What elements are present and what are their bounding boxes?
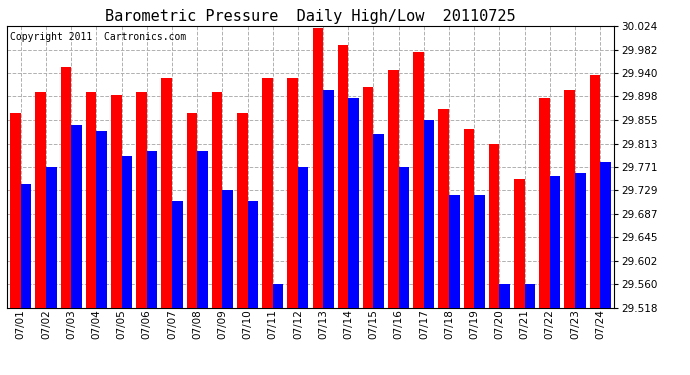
Bar xyxy=(564,90,575,308)
Bar xyxy=(388,70,399,308)
Bar xyxy=(464,129,474,308)
Bar xyxy=(514,178,524,308)
Bar xyxy=(147,151,157,308)
Bar xyxy=(590,75,600,308)
Bar xyxy=(273,284,284,308)
Bar xyxy=(186,113,197,308)
Bar xyxy=(373,134,384,308)
Bar xyxy=(111,95,121,308)
Bar xyxy=(474,195,485,308)
Bar xyxy=(121,156,132,308)
Bar xyxy=(489,144,500,308)
Bar xyxy=(237,113,248,308)
Bar xyxy=(399,167,409,308)
Bar xyxy=(86,92,97,308)
Bar xyxy=(222,190,233,308)
Bar xyxy=(438,109,449,307)
Bar xyxy=(172,201,183,308)
Bar xyxy=(248,201,258,308)
Bar xyxy=(46,167,57,308)
Bar xyxy=(298,167,308,308)
Bar xyxy=(337,45,348,308)
Bar xyxy=(161,78,172,308)
Bar xyxy=(449,195,460,308)
Bar xyxy=(363,87,373,308)
Bar xyxy=(262,78,273,308)
Bar xyxy=(212,92,222,308)
Bar xyxy=(348,98,359,308)
Bar xyxy=(323,90,334,308)
Bar xyxy=(10,113,21,308)
Bar xyxy=(500,284,510,308)
Bar xyxy=(600,162,611,308)
Bar xyxy=(524,284,535,308)
Bar xyxy=(287,78,298,308)
Bar xyxy=(21,184,31,308)
Bar xyxy=(550,176,560,308)
Bar xyxy=(540,98,550,308)
Bar xyxy=(71,125,81,308)
Bar xyxy=(197,151,208,308)
Bar xyxy=(413,52,424,308)
Text: Copyright 2011  Cartronics.com: Copyright 2011 Cartronics.com xyxy=(10,32,186,42)
Bar xyxy=(575,173,586,308)
Bar xyxy=(97,131,107,308)
Bar xyxy=(136,92,147,308)
Title: Barometric Pressure  Daily High/Low  20110725: Barometric Pressure Daily High/Low 20110… xyxy=(105,9,516,24)
Bar xyxy=(424,120,435,308)
Bar xyxy=(313,28,323,308)
Bar xyxy=(61,68,71,308)
Bar xyxy=(35,92,46,308)
